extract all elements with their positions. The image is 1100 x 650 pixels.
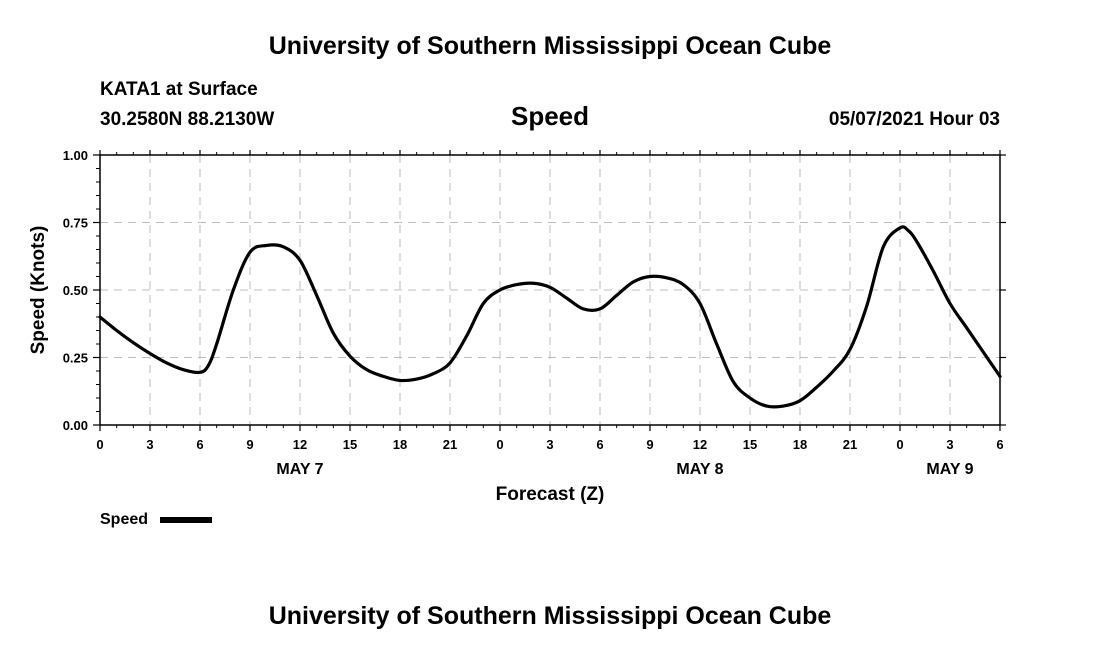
x-tick-label: 6 [996, 437, 1003, 452]
x-tick-label: 0 [96, 437, 103, 452]
variable-title: Speed [511, 101, 589, 131]
grid-lines [100, 155, 1000, 425]
x-tick-label: 6 [196, 437, 203, 452]
x-tick-label: 9 [646, 437, 653, 452]
x-tick-label: 21 [843, 437, 857, 452]
axis-ticks [93, 150, 1006, 431]
legend-label: Speed [100, 511, 148, 528]
title-top: University of Southern Mississippi Ocean… [269, 32, 832, 60]
legend: Speed [100, 511, 212, 528]
x-tick-label: 3 [146, 437, 153, 452]
y-tick-label: 0.25 [63, 351, 88, 366]
y-tick-label: 0.75 [63, 216, 88, 231]
x-tick-label: 15 [343, 437, 357, 452]
x-tick-label: 3 [946, 437, 953, 452]
day-labels: MAY 7 MAY 8 MAY 9 [276, 461, 973, 478]
x-tick-label: 18 [393, 437, 407, 452]
x-tick-label: 6 [596, 437, 603, 452]
y-tick-label: 0.00 [63, 418, 88, 433]
y-axis-label: Speed (Knots) [28, 226, 49, 355]
y-tick-labels: 0.00 0.25 0.50 0.75 1.00 [63, 148, 88, 433]
datetime-label: 05/07/2021 Hour 03 [829, 109, 1000, 130]
x-tick-label: 21 [443, 437, 457, 452]
x-tick-label: 3 [546, 437, 553, 452]
x-tick-label: 0 [896, 437, 903, 452]
x-tick-label: 9 [246, 437, 253, 452]
series-lines [98, 225, 1002, 409]
x-axis-label: Forecast (Z) [496, 484, 605, 505]
day-label: MAY 9 [926, 461, 973, 478]
x-tick-label: 12 [293, 437, 307, 452]
station-label: KATA1 at Surface [100, 79, 258, 100]
x-tick-label: 0 [496, 437, 503, 452]
coordinates-label: 30.2580N 88.2130W [100, 109, 274, 130]
y-tick-label: 1.00 [63, 148, 88, 163]
x-tick-label: 15 [743, 437, 757, 452]
title-bottom: University of Southern Mississippi Ocean… [269, 602, 832, 630]
day-label: MAY 7 [276, 461, 323, 478]
x-tick-label: 12 [693, 437, 707, 452]
y-tick-label: 0.50 [63, 283, 88, 298]
x-tick-label: 18 [793, 437, 807, 452]
x-tick-labels: 0 3 6 9 12 15 18 21 0 3 6 9 12 15 18 21 0 3 6 [96, 437, 1003, 452]
series-line-speed [98, 225, 1002, 409]
day-label: MAY 8 [676, 461, 723, 478]
